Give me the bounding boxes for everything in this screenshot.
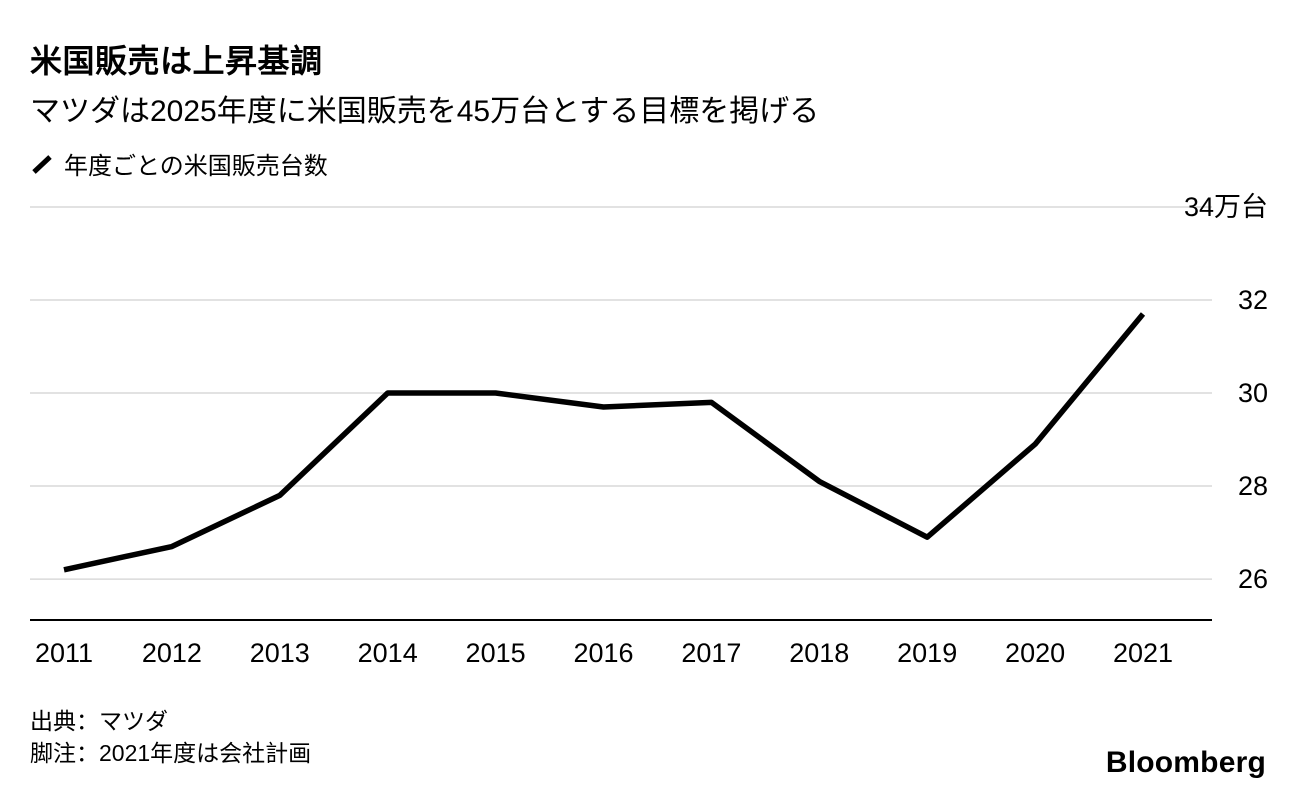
y-axis-tick-label: 34万台 [1183,192,1268,222]
x-axis-tick-label: 2011 [34,638,94,668]
y-axis-tick-label: 28 [1237,471,1268,502]
x-axis-tick-label: 2016 [573,638,634,668]
x-axis-tick-label: 2013 [249,638,310,668]
x-axis-tick-label: 2014 [357,638,418,668]
bloomberg-logo: Bloomberg [1105,746,1266,779]
x-axis-tick-label: 2017 [681,638,742,668]
legend-label: 年度ごとの米国販売台数 [64,153,328,180]
x-axis-tick-label: 2012 [141,638,202,668]
x-axis-tick-label: 2019 [897,638,958,668]
x-axis-tick-label: 2021 [1112,638,1174,668]
x-axis-tick-label: 2020 [1005,638,1066,668]
chart-title: 米国販売は上昇基調 [30,43,323,79]
y-axis-tick-label: 26 [1237,564,1268,595]
y-axis-tick-label: 30 [1237,378,1268,409]
x-axis-tick-label: 2018 [789,638,850,668]
x-axis-tick-label: 2015 [465,638,526,668]
source-note: 出典：マツダ [30,708,168,734]
y-axis-tick-label: 32 [1237,285,1268,316]
chart-subtitle: マツダは2025年度に米国販売を45万台とする目標を掲げる [30,95,820,128]
legend: 年度ごとの米国販売台数 [30,146,328,181]
sales-line-series [63,312,1146,573]
legend-line-icon [32,154,52,174]
footnote: 脚注：2021年度は会社計画 [30,740,312,766]
